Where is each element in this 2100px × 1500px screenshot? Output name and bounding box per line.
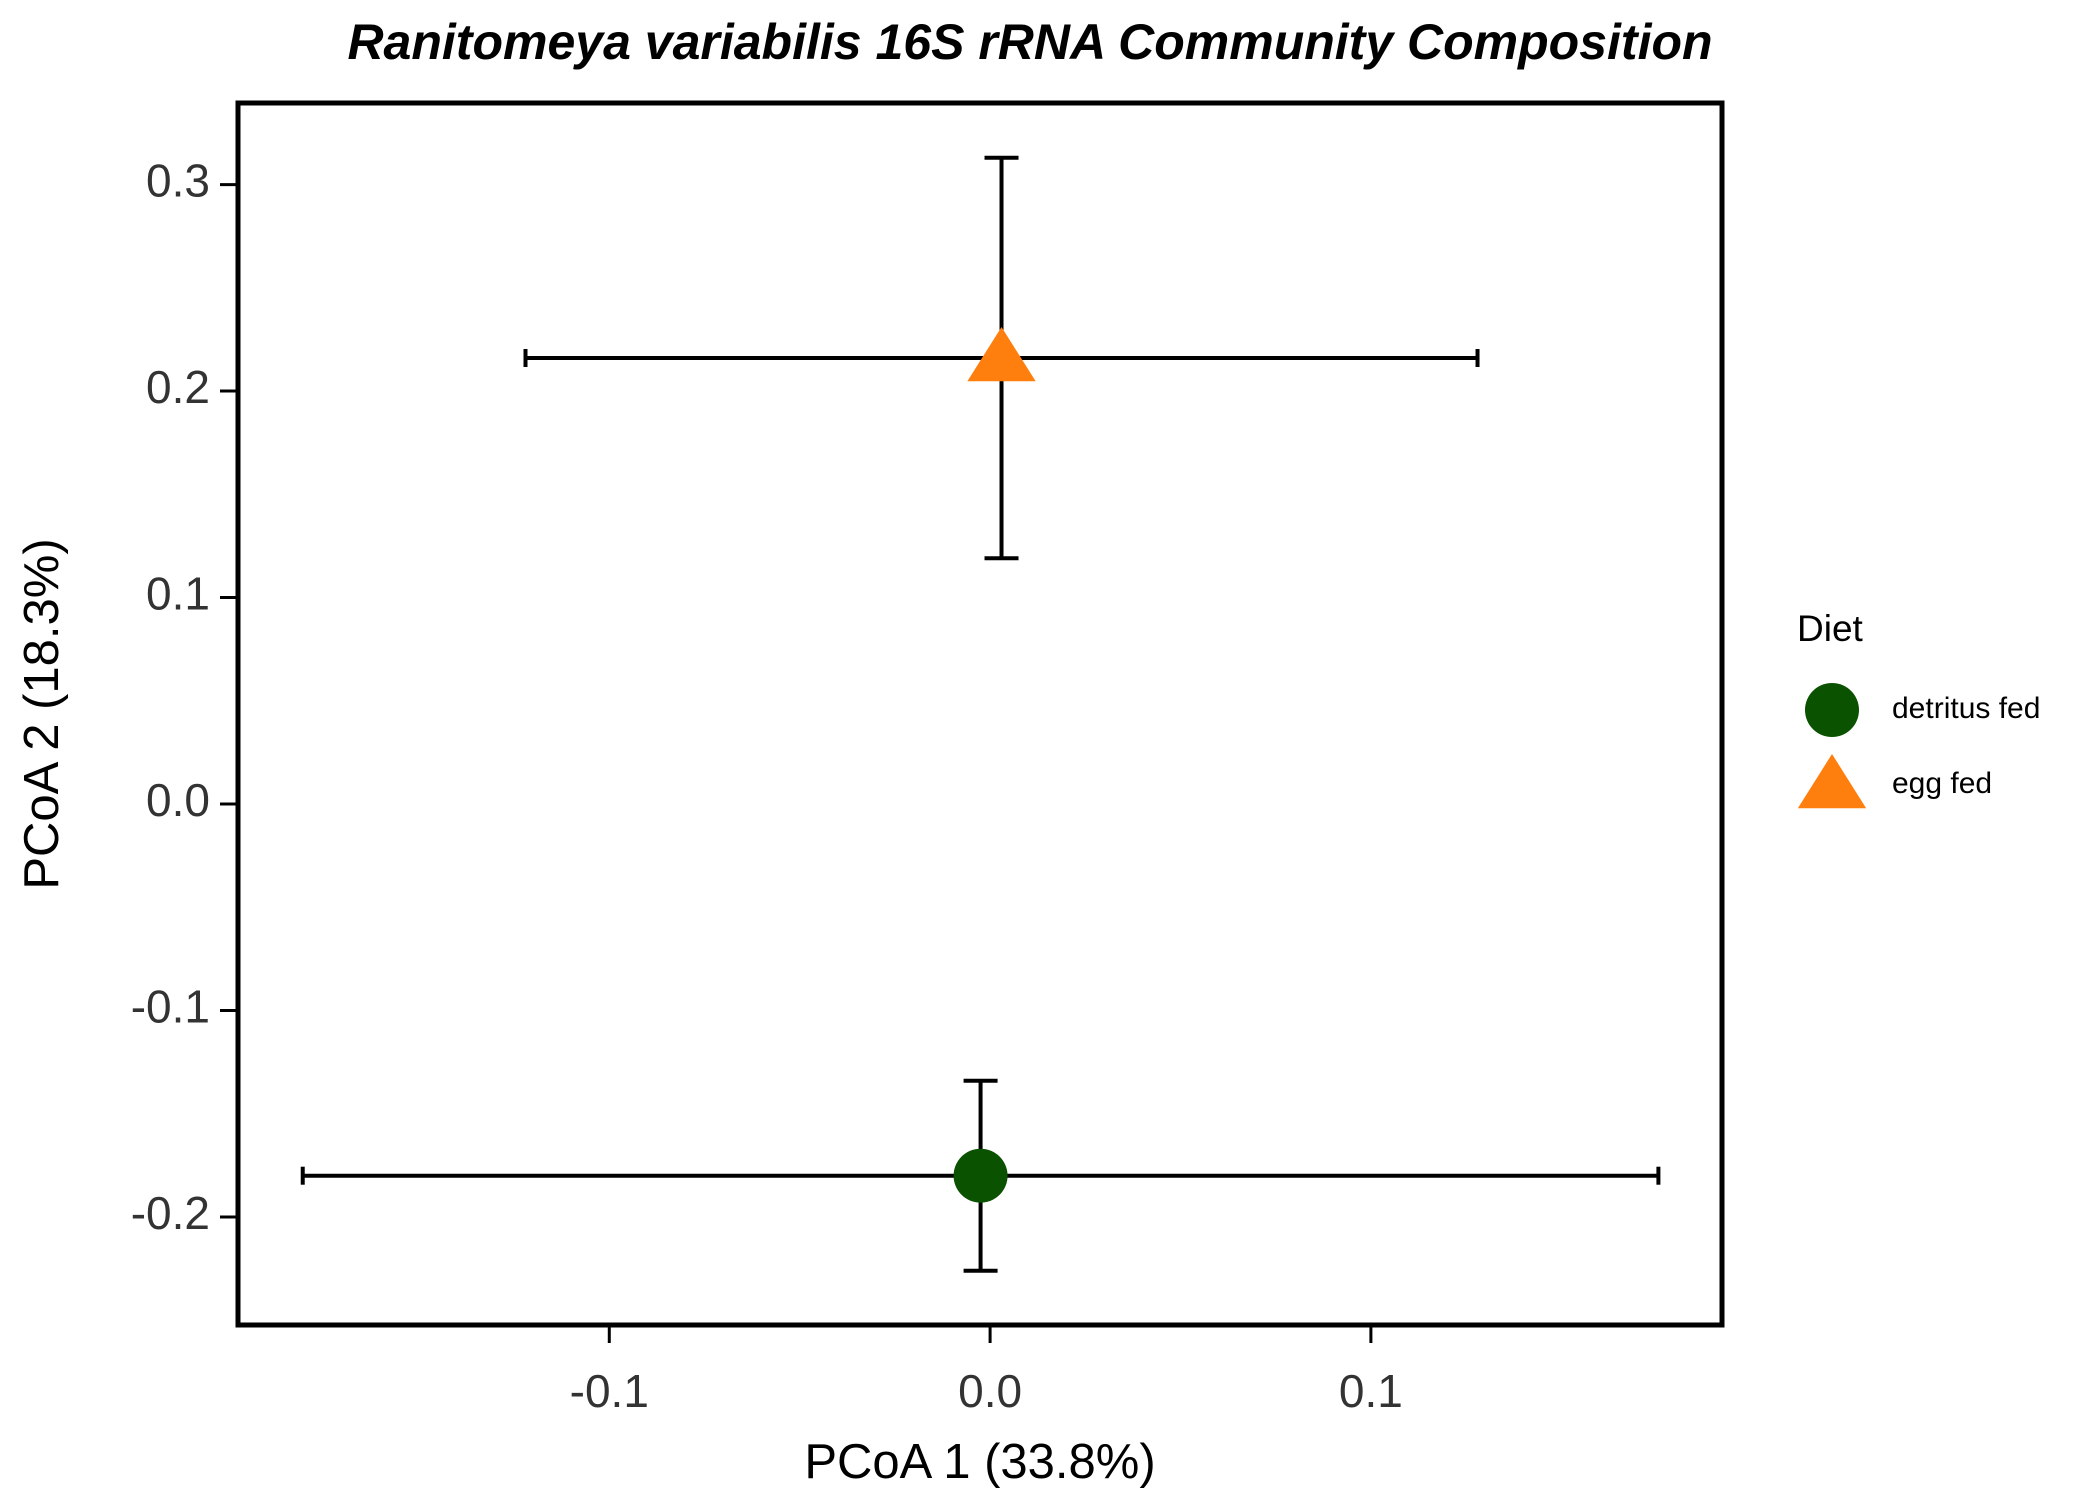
y-tick-label: -0.2 [131,1187,210,1239]
legend-marker [1797,753,1867,809]
point [953,1148,1008,1203]
x-tick-label: 0.1 [1339,1365,1403,1417]
y-tick-label: 0.3 [146,155,210,207]
y-axis-label: PCoA 2 (18.3%) [15,538,69,889]
legend-label: egg fed [1892,767,1992,800]
y-tick-label: 0.1 [146,568,210,620]
legend-marker [1805,683,1859,737]
x-axis-label: PCoA 1 (33.8%) [804,1435,1155,1489]
legend-label: detritus fed [1892,692,2040,725]
y-tick-label: -0.1 [131,981,210,1033]
plot-border [235,100,1725,1328]
legend-title: Diet [1797,608,1864,649]
x-tick-label: -0.1 [570,1365,649,1417]
y-tick-label: 0.2 [146,361,210,413]
x-tick-label: 0.0 [958,1365,1022,1417]
point [967,326,1036,382]
chart-title: Ranitomeya variabilis 16S rRNA Community… [347,14,1712,70]
y-tick-label: 0.0 [146,774,210,826]
